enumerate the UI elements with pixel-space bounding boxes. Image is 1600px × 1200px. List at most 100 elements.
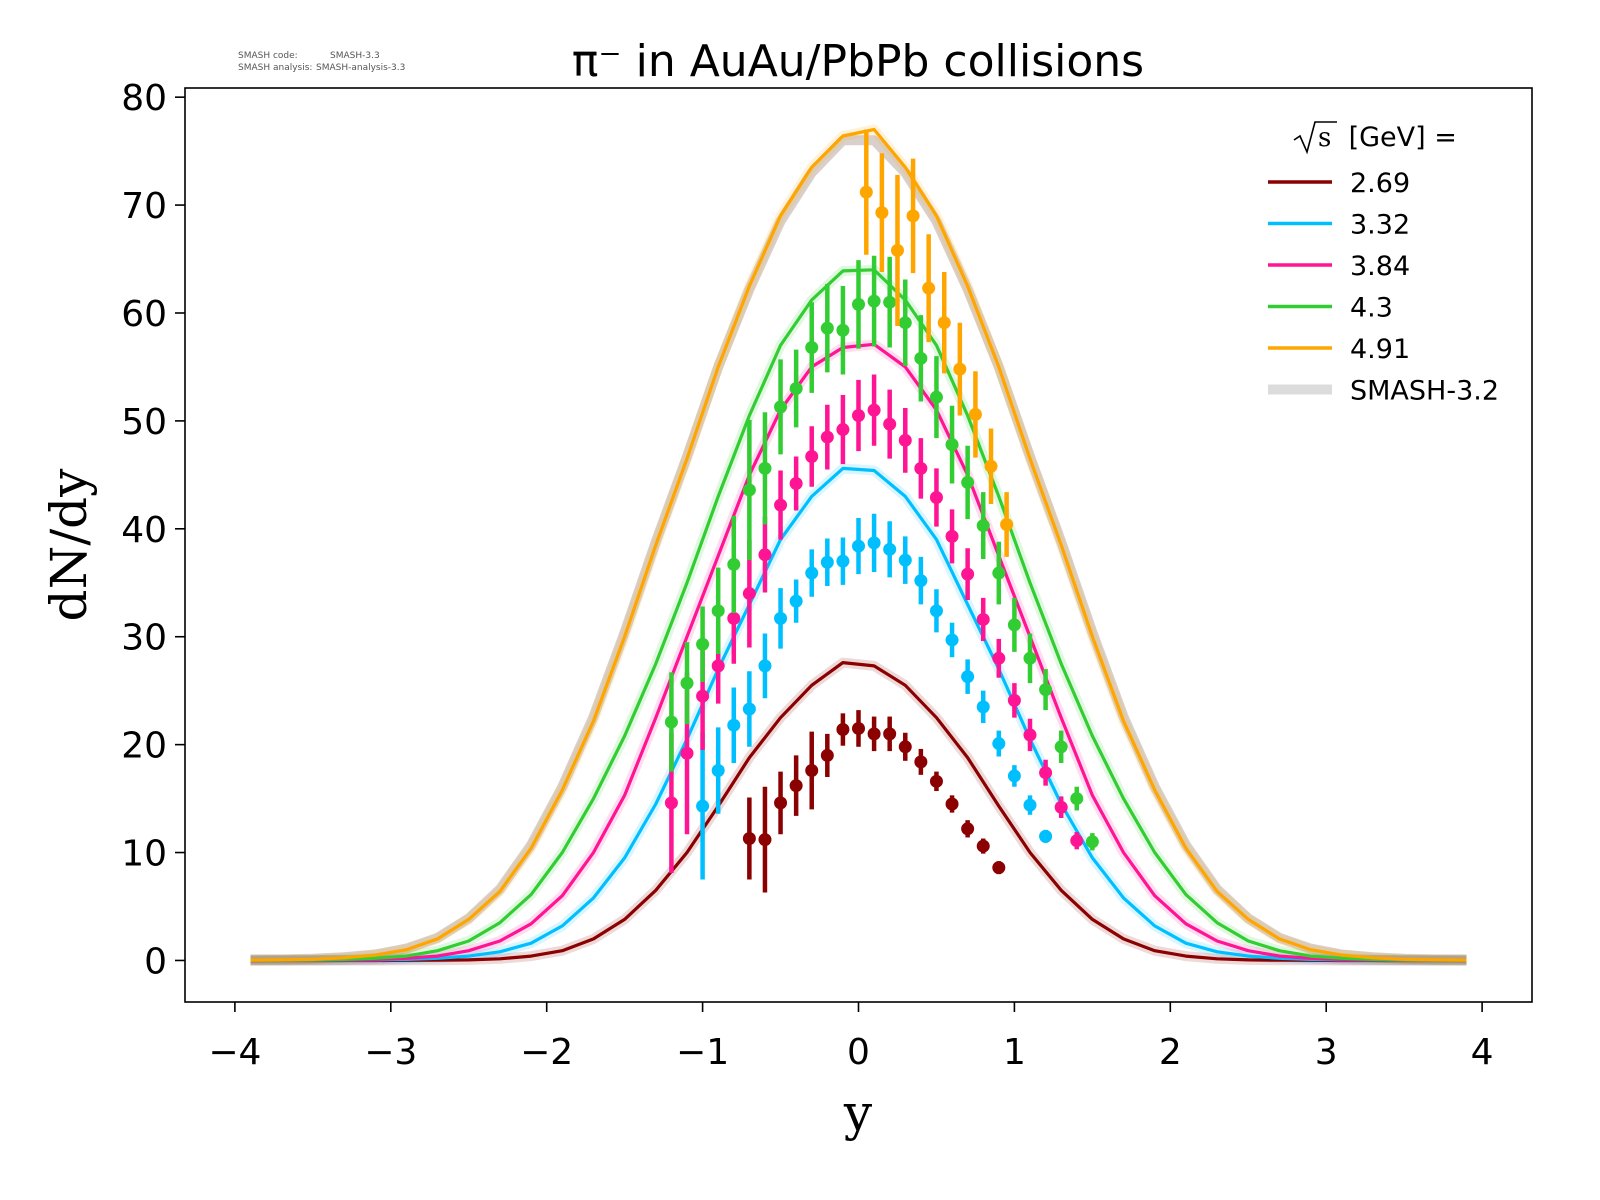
data-point-3.84 — [664, 796, 678, 810]
data-point-4.3 — [820, 321, 834, 335]
x-axis-label: y — [843, 1084, 873, 1142]
data-point-4.3 — [929, 390, 943, 404]
x-tick-label: −1 — [676, 1032, 729, 1073]
data-point-3.32 — [992, 737, 1006, 751]
data-point-3.32 — [820, 555, 834, 569]
data-point-3.84 — [1054, 800, 1068, 814]
x-tick-label: 3 — [1315, 1032, 1338, 1073]
legend: s [GeV] = 2.69 3.32 3.84 4.3 4.91 SMASH-3.2 — [1268, 121, 1499, 407]
data-point-3.84 — [914, 461, 928, 475]
data-point-3.32 — [696, 799, 710, 813]
data-point-2.69 — [914, 755, 928, 769]
smash-analysis-value: SMASH-analysis-3.3 — [316, 63, 405, 73]
data-point-4.3 — [1085, 835, 1099, 849]
data-point-3.84 — [1070, 834, 1084, 848]
x-tick-label: 1 — [1003, 1032, 1026, 1073]
data-point-3.32 — [976, 700, 990, 714]
data-point-4.3 — [727, 557, 741, 571]
y-tick-label: 70 — [121, 186, 167, 227]
data-point-4.91 — [875, 206, 889, 220]
x-tick-label: −2 — [520, 1032, 573, 1073]
legend-label-3.84: 3.84 — [1350, 251, 1410, 282]
data-point-3.84 — [945, 529, 959, 543]
data-point-2.69 — [820, 748, 834, 762]
legend-label-4.91: 4.91 — [1350, 334, 1410, 365]
data-point-4.3 — [696, 637, 710, 651]
data-point-4.3 — [836, 323, 850, 337]
data-point-3.84 — [867, 403, 881, 417]
data-point-4.3 — [680, 676, 694, 690]
data-point-4.3 — [945, 438, 959, 452]
model-line-4.91 — [250, 127, 1467, 962]
data-point-4.3 — [805, 341, 819, 355]
x-tick-label: 2 — [1159, 1032, 1182, 1073]
data-point-3.32 — [929, 604, 943, 618]
data-point-3.84 — [805, 450, 819, 464]
y-tick-label: 0 — [144, 941, 167, 982]
data-point-4.91 — [984, 459, 998, 473]
model-band-2.69 — [250, 657, 1467, 966]
model-line-4.3 — [250, 268, 1467, 962]
data-point-3.84 — [961, 567, 975, 581]
data-point-4.3 — [664, 715, 678, 729]
data-point-4.3 — [1039, 683, 1053, 697]
x-tick-label: 4 — [1471, 1032, 1494, 1073]
data-point-3.84 — [711, 659, 725, 673]
data-point-4.3 — [992, 566, 1006, 580]
data-point-2.69 — [961, 822, 975, 836]
data-point-2.69 — [945, 797, 959, 811]
data-point-2.69 — [898, 740, 912, 754]
data-point-4.3 — [898, 316, 912, 330]
y-tick-label: 30 — [121, 618, 167, 659]
data-point-4.3 — [1070, 792, 1084, 806]
data-point-4.91 — [1000, 517, 1014, 531]
data-point-3.32 — [883, 542, 897, 556]
data-point-4.3 — [774, 400, 788, 414]
data-point-3.84 — [696, 689, 710, 703]
data-point-3.84 — [1007, 693, 1021, 707]
data-point-2.69 — [883, 727, 897, 741]
data-point-3.84 — [883, 417, 897, 431]
data-point-2.69 — [758, 833, 772, 847]
y-axis-label: dN/dy — [40, 468, 98, 622]
x-tick-label: −3 — [364, 1032, 417, 1073]
data-point-3.32 — [1039, 829, 1053, 843]
data-point-2.69 — [852, 721, 865, 735]
y-tick-label: 10 — [121, 834, 167, 875]
data-point-3.84 — [1023, 728, 1037, 742]
data-point-3.84 — [836, 423, 850, 437]
data-point-3.84 — [1039, 766, 1053, 780]
data-point-3.84 — [820, 430, 834, 444]
data-point-2.69 — [929, 774, 943, 788]
data-point-3.32 — [758, 659, 772, 673]
data-point-3.84 — [727, 611, 741, 625]
data-point-3.84 — [992, 651, 1006, 665]
data-point-4.91 — [937, 316, 951, 330]
data-point-3.32 — [961, 670, 975, 684]
data-point-3.84 — [898, 433, 912, 447]
legend-title-text: [GeV] = — [1340, 122, 1457, 153]
legend-label-SMASH-3.2: SMASH-3.2 — [1350, 376, 1499, 407]
data-point-2.69 — [867, 727, 881, 741]
data-point-3.32 — [774, 611, 788, 625]
y-tick-label: 20 — [121, 726, 167, 767]
data-point-3.32 — [805, 566, 819, 580]
smash-code-value: SMASH-3.3 — [330, 51, 380, 61]
data-point-4.3 — [1007, 618, 1021, 632]
data-point-4.91 — [968, 407, 982, 421]
x-tick-label: 0 — [847, 1032, 870, 1073]
sqrt-symbol-icon — [1293, 121, 1337, 155]
x-tick-label: −4 — [208, 1032, 261, 1073]
data-point-4.91 — [922, 281, 936, 295]
smash-code-label: SMASH code: — [238, 51, 298, 61]
data-point-3.32 — [711, 764, 725, 778]
model-line-2.69 — [250, 660, 1467, 963]
data-point-3.32 — [914, 574, 928, 588]
data-point-4.3 — [852, 297, 865, 311]
data-point-2.69 — [992, 861, 1006, 875]
y-tick-label: 40 — [121, 510, 167, 551]
data-point-3.84 — [852, 409, 865, 423]
y-axis: 0 10 20 30 40 50 60 70 80 — [121, 78, 185, 982]
x-axis: −4 −3 −2 −1 0 1 2 3 4 — [208, 1002, 1494, 1073]
